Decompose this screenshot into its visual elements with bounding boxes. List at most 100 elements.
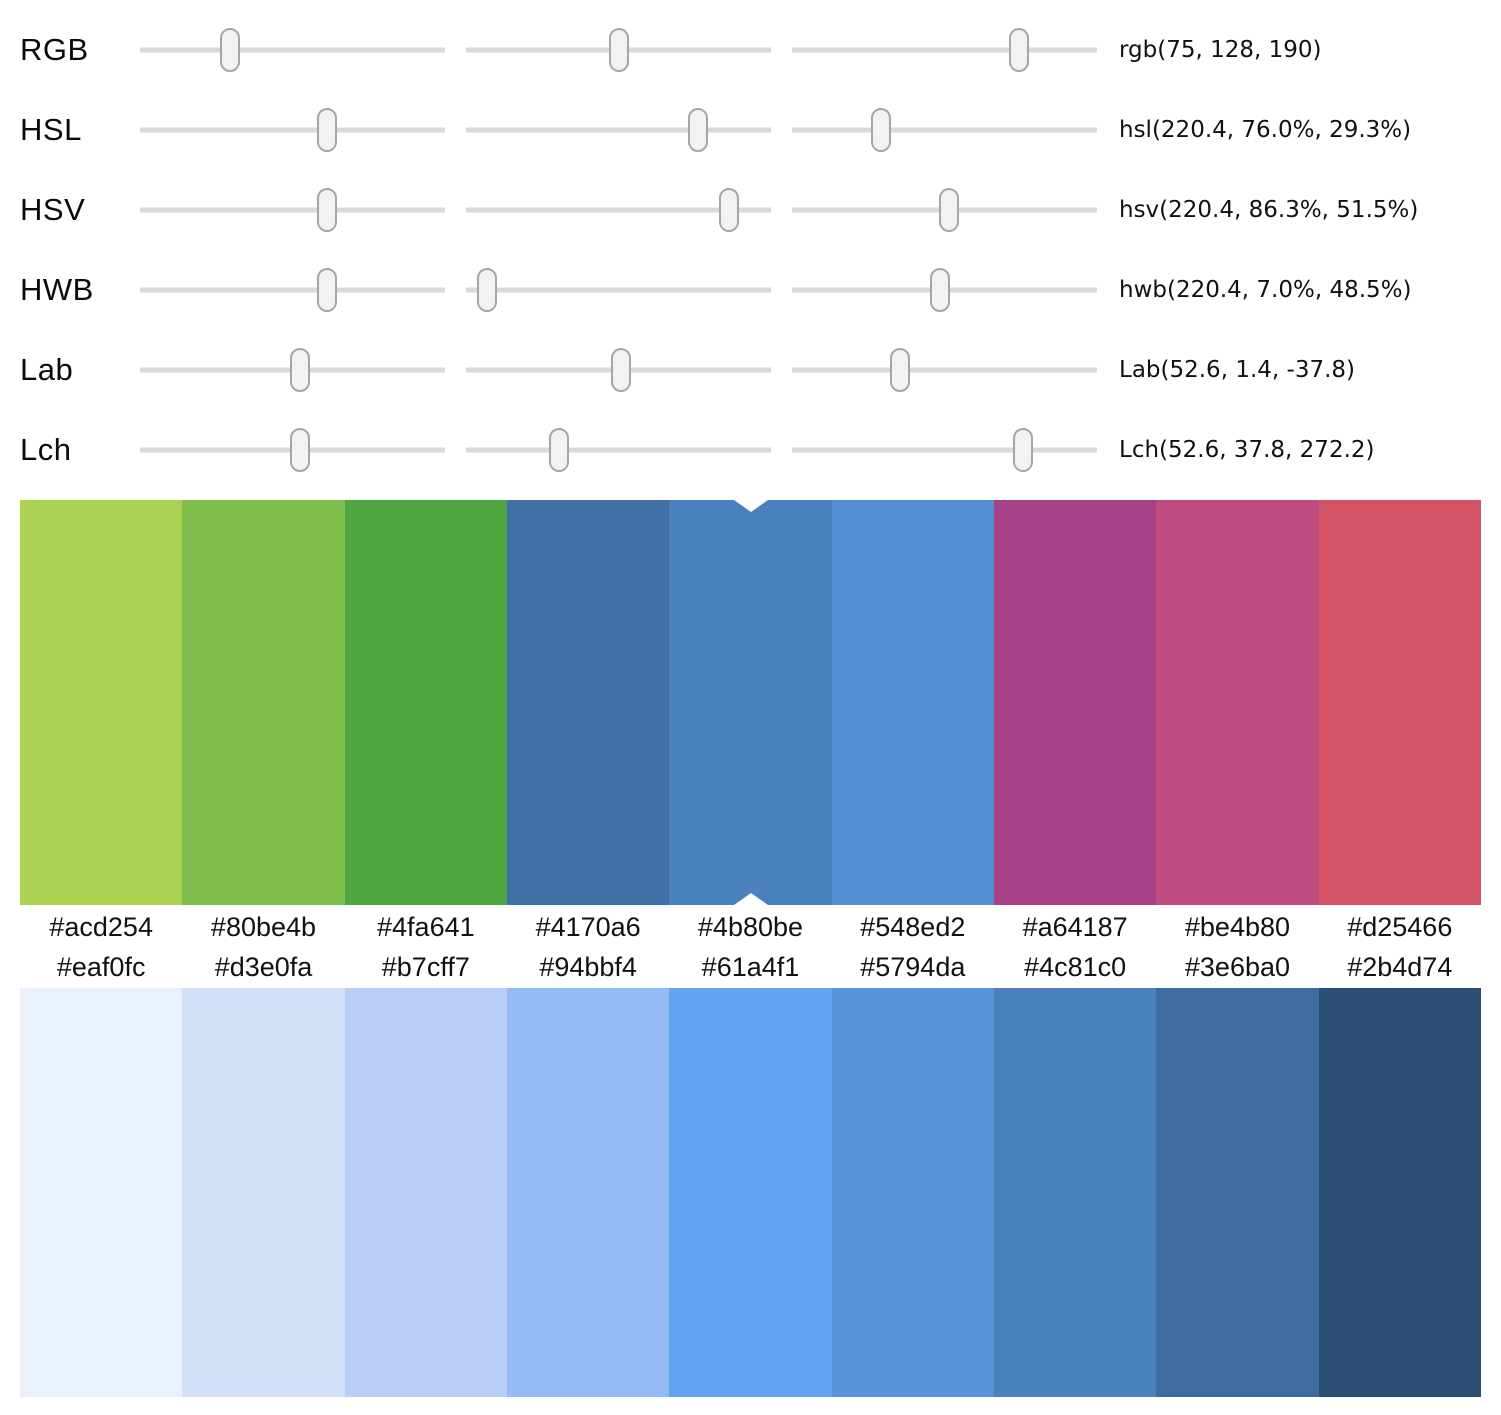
hsv-saturation-slider[interactable] xyxy=(466,170,771,250)
slider-track[interactable] xyxy=(140,287,445,293)
lch-hue-slider[interactable] xyxy=(792,410,1097,490)
hsv-sliders xyxy=(140,170,1097,250)
lch-value-readout: Lch(52.6, 37.8, 272.2) xyxy=(1119,437,1375,463)
rgb-sliders xyxy=(140,10,1097,90)
hsl-saturation-slider[interactable] xyxy=(466,90,771,170)
slider-thumb[interactable] xyxy=(609,28,630,72)
slider-track[interactable] xyxy=(792,367,1097,373)
hex-label: #2b4d74 xyxy=(1347,952,1453,982)
hwb-hue-slider[interactable] xyxy=(140,250,445,330)
slider-thumb[interactable] xyxy=(719,188,740,232)
slider-track[interactable] xyxy=(792,127,1097,133)
hex-label: #4170a6 xyxy=(535,912,641,942)
slider-row-rgb: RGB rgb(75, 128, 190) xyxy=(0,10,1501,90)
hue-swatch-6[interactable] xyxy=(831,500,994,905)
hex-label: #4fa641 xyxy=(377,912,475,942)
lightness-scale-hex-labels: #eaf0fc #d3e0fa #b7cff7 #94bbf4 #61a4f1 … xyxy=(20,950,1481,988)
slider-thumb[interactable] xyxy=(316,188,337,232)
lightness-swatch-9[interactable] xyxy=(1318,988,1481,1397)
rgb-blue-slider[interactable] xyxy=(792,10,1097,90)
slider-thumb[interactable] xyxy=(610,348,631,392)
lab-b-slider[interactable] xyxy=(792,330,1097,410)
lch-sliders xyxy=(140,410,1097,490)
slider-thumb[interactable] xyxy=(316,108,337,152)
rgb-value-readout: rgb(75, 128, 190) xyxy=(1119,37,1322,63)
slider-track[interactable] xyxy=(466,207,771,213)
hex-label: #94bbf4 xyxy=(539,952,637,982)
lightness-swatch-5[interactable] xyxy=(669,988,832,1397)
hex-label: #3e6ba0 xyxy=(1184,952,1291,982)
rgb-green-slider[interactable] xyxy=(466,10,771,90)
hex-label: #80be4b xyxy=(210,912,317,942)
rgb-red-slider[interactable] xyxy=(140,10,445,90)
hue-swatch-4[interactable] xyxy=(506,500,670,905)
slider-thumb[interactable] xyxy=(1012,428,1033,472)
hex-label: #d3e0fa xyxy=(214,952,313,982)
lch-lightness-slider[interactable] xyxy=(140,410,445,490)
lightness-swatch-7[interactable] xyxy=(993,988,1157,1397)
slider-track[interactable] xyxy=(140,207,445,213)
hwb-label: HWB xyxy=(20,272,94,307)
slider-track[interactable] xyxy=(792,47,1097,53)
selection-notch-bottom-icon xyxy=(733,893,768,905)
hue-swatch-1[interactable] xyxy=(20,500,183,905)
lightness-scale-strip xyxy=(20,988,1481,1397)
hue-swatch-2[interactable] xyxy=(182,500,345,905)
slider-row-hsl: HSL hsl(220.4, 76.0%, 29.3%) xyxy=(0,90,1501,170)
slider-thumb[interactable] xyxy=(290,348,311,392)
slider-thumb[interactable] xyxy=(290,428,311,472)
hsv-value-slider[interactable] xyxy=(792,170,1097,250)
lab-sliders xyxy=(140,330,1097,410)
lab-a-slider[interactable] xyxy=(466,330,771,410)
hex-label: #be4b80 xyxy=(1184,912,1291,942)
slider-thumb[interactable] xyxy=(939,188,960,232)
hue-swatch-3[interactable] xyxy=(344,500,507,905)
hue-scale-strip xyxy=(20,500,1481,905)
slider-track[interactable] xyxy=(466,447,771,453)
slider-thumb[interactable] xyxy=(549,428,570,472)
rgb-label: RGB xyxy=(20,32,89,67)
hwb-sliders xyxy=(140,250,1097,330)
slider-track[interactable] xyxy=(792,447,1097,453)
lightness-swatch-4[interactable] xyxy=(506,988,670,1397)
lab-label: Lab xyxy=(20,352,74,387)
slider-thumb[interactable] xyxy=(889,348,910,392)
lch-chroma-slider[interactable] xyxy=(466,410,771,490)
lightness-swatch-1[interactable] xyxy=(20,988,183,1397)
slider-thumb[interactable] xyxy=(477,268,498,312)
slider-thumb[interactable] xyxy=(929,268,950,312)
lightness-swatch-2[interactable] xyxy=(182,988,345,1397)
hwb-whiteness-slider[interactable] xyxy=(466,250,771,330)
slider-thumb[interactable] xyxy=(1009,28,1030,72)
hsl-label: HSL xyxy=(20,112,82,147)
hsl-hue-slider[interactable] xyxy=(140,90,445,170)
lightness-swatch-8[interactable] xyxy=(1156,988,1319,1397)
hwb-value-readout: hwb(220.4, 7.0%, 48.5%) xyxy=(1119,277,1412,303)
hue-swatch-8[interactable] xyxy=(1156,500,1319,905)
slider-track[interactable] xyxy=(140,47,445,53)
lightness-swatch-3[interactable] xyxy=(344,988,507,1397)
hsv-value-readout: hsv(220.4, 86.3%, 51.5%) xyxy=(1119,197,1419,223)
slider-thumb[interactable] xyxy=(687,108,708,152)
slider-thumb[interactable] xyxy=(219,28,240,72)
hue-swatch-9[interactable] xyxy=(1318,500,1481,905)
hex-label: #eaf0fc xyxy=(56,952,146,982)
hex-label: #b7cff7 xyxy=(381,952,470,982)
hue-swatch-7[interactable] xyxy=(993,500,1157,905)
slider-track[interactable] xyxy=(466,127,771,133)
slider-track[interactable] xyxy=(140,127,445,133)
hex-label: #a64187 xyxy=(1022,912,1128,942)
hex-label: #4b80be xyxy=(697,912,804,942)
hsl-value-readout: hsl(220.4, 76.0%, 29.3%) xyxy=(1119,117,1412,143)
slider-thumb[interactable] xyxy=(316,268,337,312)
hsl-lightness-slider[interactable] xyxy=(792,90,1097,170)
hsv-hue-slider[interactable] xyxy=(140,170,445,250)
slider-track[interactable] xyxy=(466,287,771,293)
hue-swatch-5-selected[interactable] xyxy=(669,500,832,905)
hwb-blackness-slider[interactable] xyxy=(792,250,1097,330)
lightness-swatch-6[interactable] xyxy=(831,988,994,1397)
lab-lightness-slider[interactable] xyxy=(140,330,445,410)
hex-label: #4c81c0 xyxy=(1024,952,1127,982)
slider-thumb[interactable] xyxy=(871,108,892,152)
